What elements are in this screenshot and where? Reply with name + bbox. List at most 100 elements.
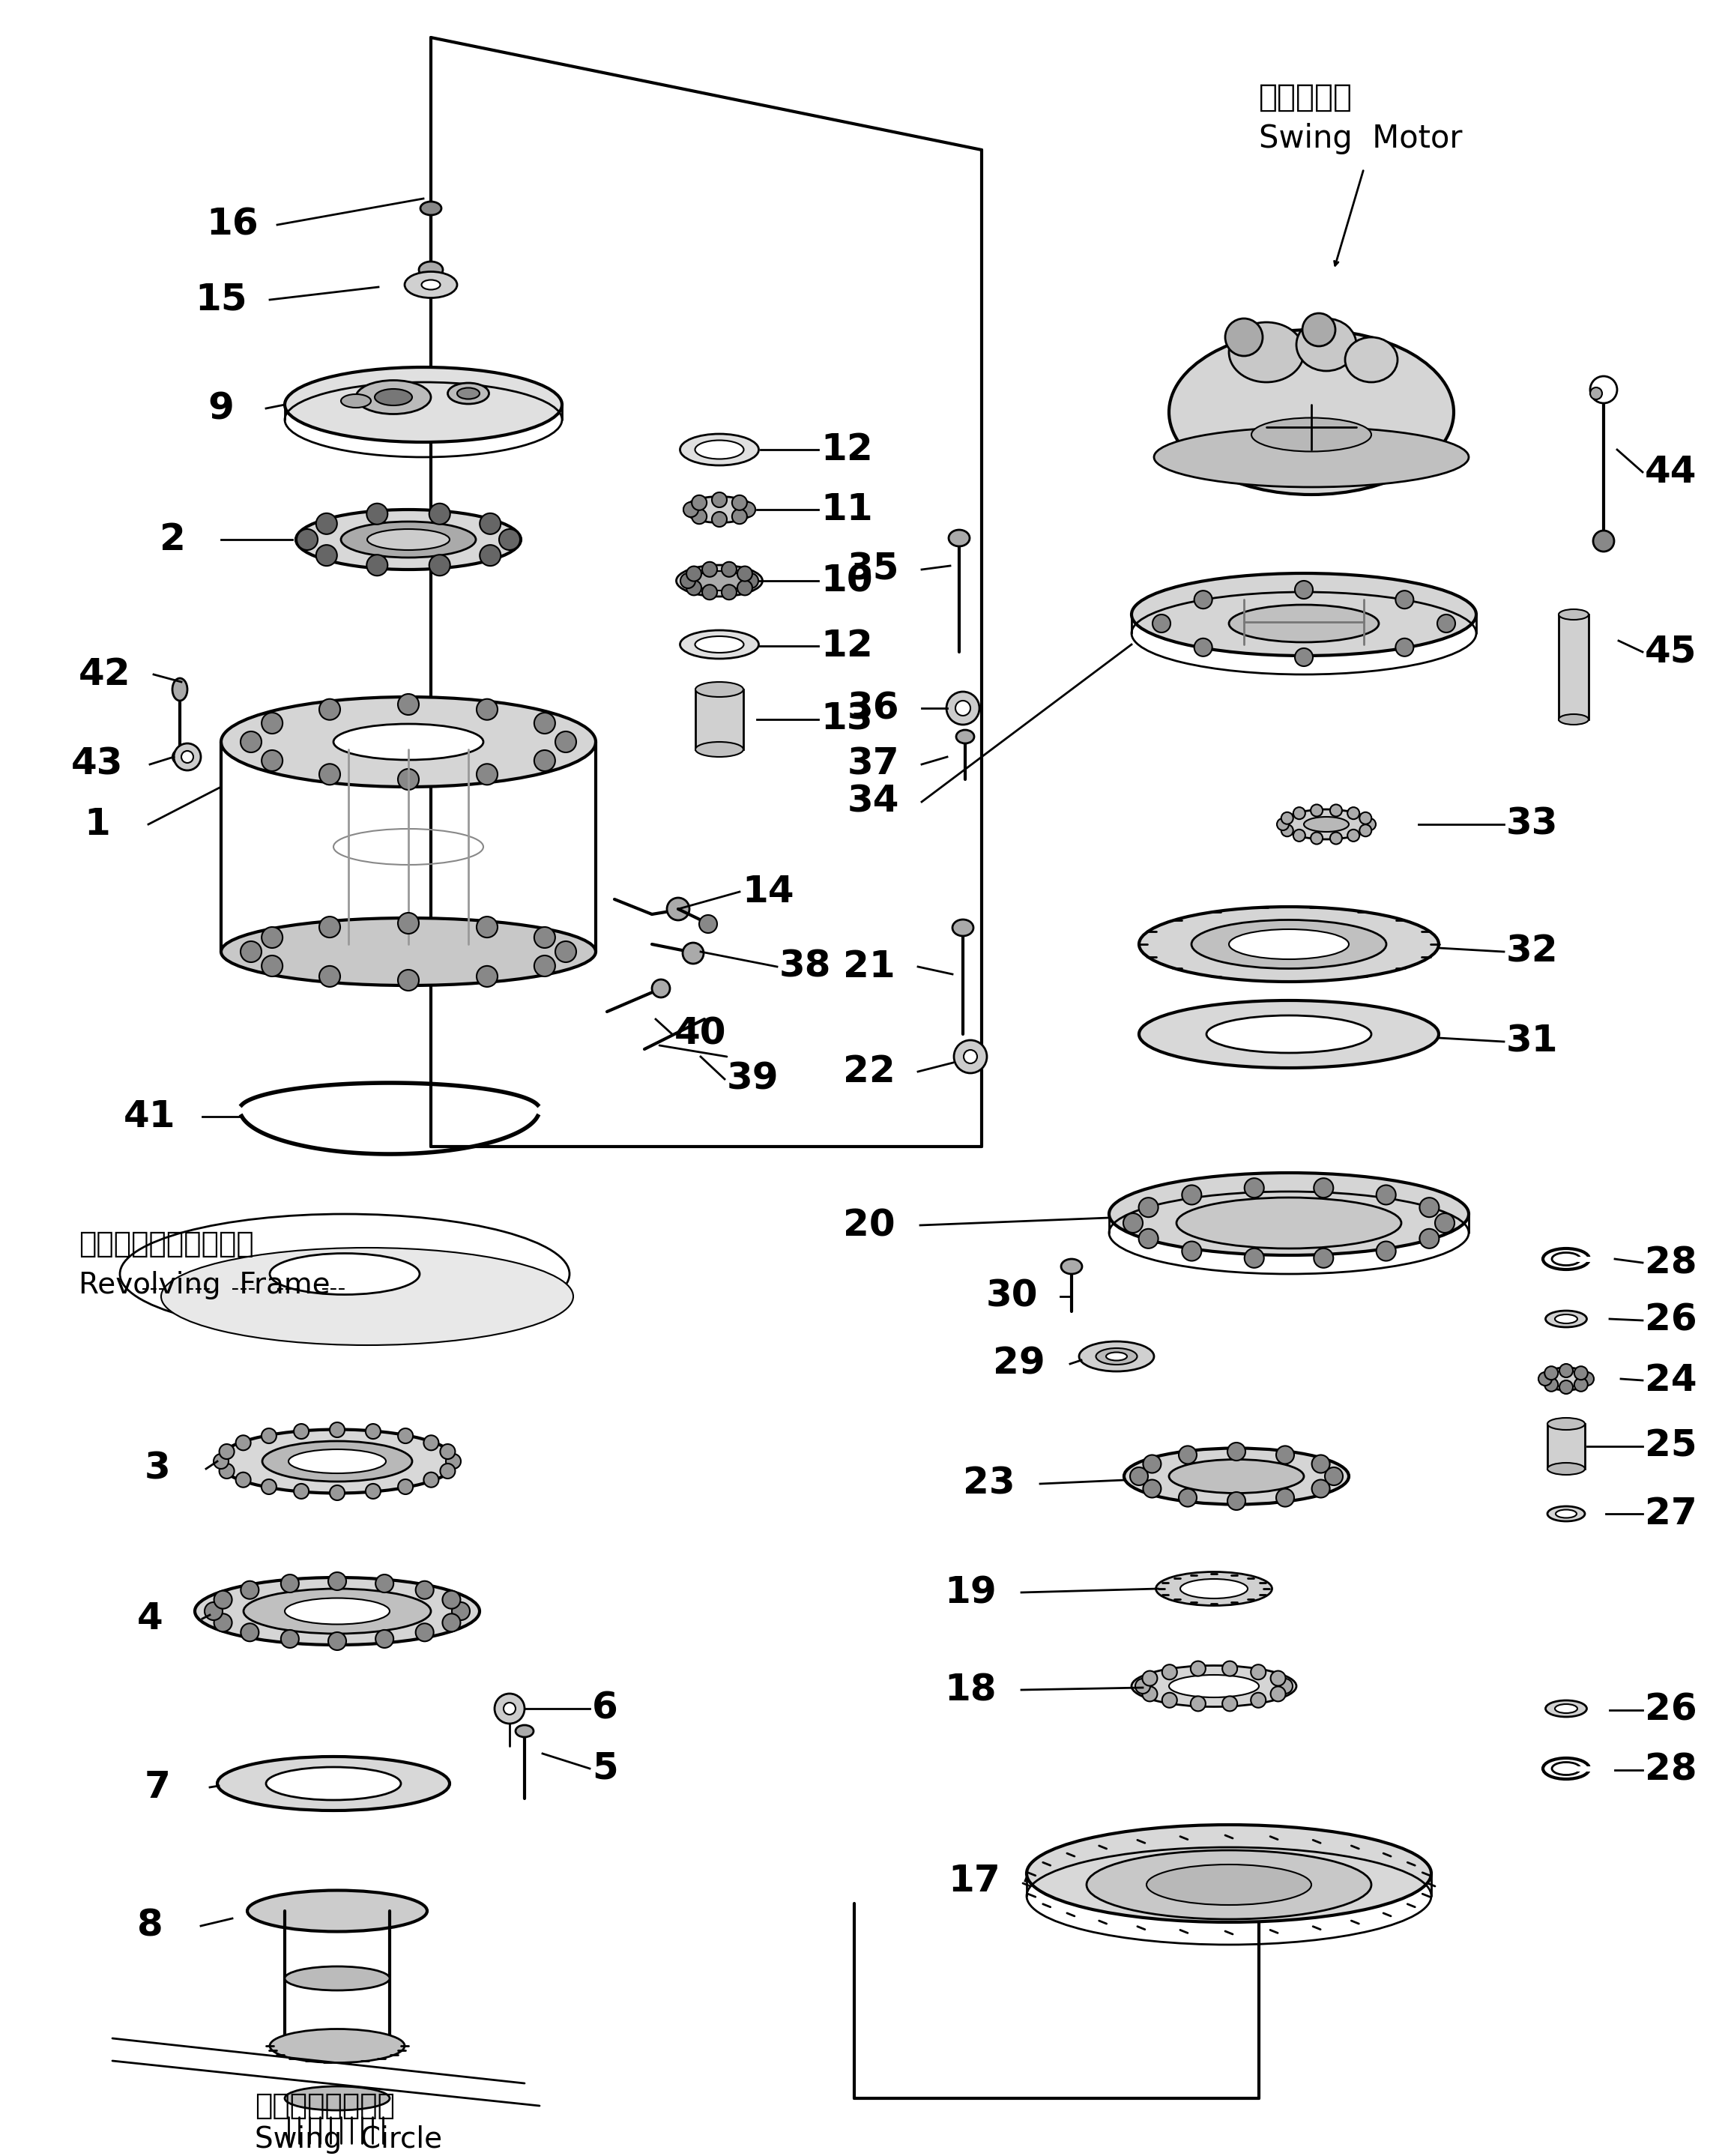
Circle shape [680,573,695,589]
Circle shape [477,966,498,987]
Circle shape [503,1703,515,1714]
Ellipse shape [1559,610,1588,619]
Circle shape [702,563,718,578]
Circle shape [1559,1365,1573,1378]
Circle shape [1245,1248,1264,1268]
Text: 4: 4 [137,1600,163,1636]
Circle shape [737,580,753,595]
Circle shape [692,496,707,511]
Circle shape [1311,804,1323,817]
Circle shape [699,914,718,934]
Circle shape [366,1423,380,1438]
Circle shape [534,714,555,733]
Circle shape [442,1591,461,1608]
Text: 24: 24 [1646,1363,1698,1399]
Circle shape [744,573,758,589]
Circle shape [1191,1660,1205,1675]
Text: 29: 29 [994,1345,1046,1382]
Text: 11: 11 [820,492,872,528]
Ellipse shape [1157,1572,1273,1606]
Circle shape [1278,1680,1292,1695]
Ellipse shape [297,509,520,569]
Circle shape [1313,1479,1330,1498]
Circle shape [1162,1692,1177,1708]
Ellipse shape [355,379,430,414]
Text: 9: 9 [208,390,234,427]
Text: 27: 27 [1646,1496,1698,1531]
Ellipse shape [1079,1341,1155,1371]
Circle shape [1365,819,1375,830]
Ellipse shape [695,440,744,459]
Circle shape [1179,1490,1196,1507]
Circle shape [281,1630,298,1647]
Circle shape [1228,1492,1245,1509]
Ellipse shape [1132,573,1476,655]
Circle shape [366,1483,380,1498]
Circle shape [1545,1378,1559,1391]
Circle shape [1311,832,1323,845]
Circle shape [399,1429,413,1442]
Circle shape [687,580,702,595]
Circle shape [499,528,520,550]
Circle shape [1281,824,1294,837]
Text: 14: 14 [742,873,794,910]
Circle shape [1330,832,1342,845]
Text: 37: 37 [846,746,900,783]
Circle shape [1538,1371,1552,1386]
Circle shape [1245,1177,1264,1199]
Circle shape [1222,1697,1238,1712]
Bar [1547,1423,1585,1468]
Circle shape [494,1695,525,1723]
Ellipse shape [1169,330,1453,494]
Ellipse shape [1229,929,1349,959]
Circle shape [262,1429,276,1442]
Ellipse shape [220,696,596,787]
Ellipse shape [1139,908,1439,981]
Circle shape [954,1039,987,1074]
Circle shape [316,545,336,565]
Circle shape [683,942,704,964]
Circle shape [1545,1367,1559,1380]
Ellipse shape [1555,1509,1576,1518]
Circle shape [1302,313,1335,347]
Text: 2: 2 [160,522,186,558]
Circle shape [297,528,317,550]
Circle shape [281,1574,298,1593]
Text: Swing  Motor: Swing Motor [1259,123,1462,155]
Text: 12: 12 [820,431,872,468]
Circle shape [316,513,336,535]
Ellipse shape [1124,1449,1349,1505]
Circle shape [173,744,201,770]
Ellipse shape [420,203,442,216]
Text: 23: 23 [962,1466,1014,1503]
Circle shape [236,1473,251,1488]
Circle shape [652,979,669,998]
Circle shape [376,1574,394,1593]
Ellipse shape [1552,1761,1580,1774]
Ellipse shape [1547,1419,1585,1429]
Circle shape [399,1479,413,1494]
Ellipse shape [220,918,596,985]
Circle shape [328,1572,347,1591]
Circle shape [1314,1248,1333,1268]
Ellipse shape [694,571,746,591]
Circle shape [1437,614,1455,632]
Circle shape [319,763,340,785]
Ellipse shape [955,731,975,744]
Ellipse shape [1547,1462,1585,1475]
Circle shape [319,916,340,938]
Ellipse shape [265,1768,401,1800]
Circle shape [1590,388,1602,399]
Circle shape [555,731,576,752]
Circle shape [1313,1455,1330,1473]
Ellipse shape [1087,1850,1372,1919]
Circle shape [1195,591,1212,608]
Ellipse shape [447,384,489,403]
Ellipse shape [1229,606,1379,642]
Text: 7: 7 [144,1770,170,1805]
Ellipse shape [683,496,754,522]
Circle shape [1191,1697,1205,1712]
Ellipse shape [1155,427,1469,487]
Circle shape [1179,1447,1196,1464]
Circle shape [416,1580,434,1600]
